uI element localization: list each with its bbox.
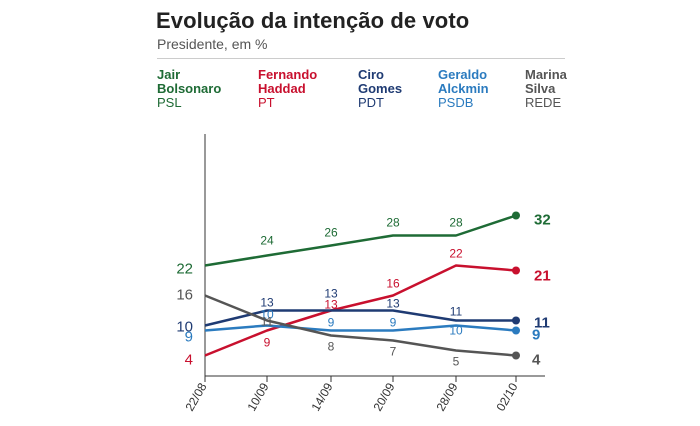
data-label: 21 — [534, 267, 551, 284]
data-label: 9 — [264, 336, 271, 350]
series-end-dot — [512, 326, 520, 335]
x-tick-label: 02/10 — [493, 380, 520, 413]
series-line — [204, 324, 517, 332]
legend-party: REDE — [525, 95, 562, 110]
data-label: 13 — [386, 297, 400, 311]
data-label: 28 — [386, 216, 400, 230]
legend: Jair Bolsonaro PSL Fernando Haddad PT Ci… — [0, 68, 700, 116]
data-label: 22 — [176, 260, 193, 277]
legend-item-haddad: Fernando Haddad PT — [258, 68, 317, 110]
data-label: 11 — [534, 314, 550, 331]
data-label: 16 — [176, 286, 193, 303]
data-label: 9 — [328, 316, 335, 330]
x-tick-label: 14/09 — [308, 380, 335, 413]
legend-name-line2: Haddad — [258, 81, 306, 96]
legend-name-line1: Marina — [525, 67, 567, 82]
data-label: 22 — [449, 247, 463, 261]
series-end-dot — [512, 266, 520, 275]
chart-title: Evolução da intenção de voto — [156, 8, 470, 33]
data-label: 10 — [176, 318, 193, 335]
data-label: 13 — [324, 298, 338, 312]
legend-party: PSL — [157, 95, 182, 110]
x-tick-label: 22/08 — [182, 380, 209, 413]
series-end-dot — [512, 351, 520, 360]
series-end-dot — [512, 316, 520, 325]
series-line — [204, 214, 517, 267]
legend-item-ciro: Ciro Gomes PDT — [358, 68, 402, 110]
series-line — [204, 264, 517, 357]
data-label: 5 — [453, 355, 460, 369]
data-label: 4 — [532, 351, 541, 368]
legend-name-line2: Alckmin — [438, 81, 489, 96]
legend-name-line2: Bolsonaro — [157, 81, 222, 96]
data-label: 10 — [449, 324, 463, 338]
legend-party: PT — [258, 95, 275, 110]
legend-item-bolsonaro: Jair Bolsonaro PSL — [157, 68, 221, 110]
data-label: 9 — [185, 328, 193, 345]
data-label: 13 — [260, 296, 274, 310]
legend-party: PSDB — [438, 95, 474, 110]
series-line — [204, 294, 517, 357]
series-line — [204, 309, 516, 327]
legend-item-marina: Marina Silva REDE — [525, 68, 567, 110]
data-label: 26 — [324, 226, 338, 240]
data-label: 11 — [450, 305, 463, 319]
legend-party: PDT — [358, 95, 384, 110]
legend-name-line1: Ciro — [358, 67, 384, 82]
series-end-dot — [512, 211, 520, 220]
data-label: 32 — [534, 211, 551, 228]
x-tick-label: 10/09 — [244, 380, 271, 413]
data-label: 9 — [532, 326, 540, 343]
legend-name-line2: Silva — [525, 81, 556, 96]
x-tick-label: 28/09 — [433, 380, 460, 413]
legend-item-alckmin: Geraldo Alckmin PSDB — [438, 68, 489, 110]
data-label: 13 — [324, 287, 338, 301]
data-label: 9 — [390, 316, 397, 330]
title-divider — [157, 58, 565, 59]
legend-name-line2: Gomes — [358, 81, 403, 96]
data-label: 16 — [386, 277, 400, 291]
data-label: 7 — [390, 345, 397, 359]
data-label: 4 — [185, 351, 193, 368]
data-label: 11 — [261, 315, 274, 329]
legend-name-line1: Fernando — [258, 67, 318, 82]
data-label: 24 — [260, 234, 274, 248]
legend-name-line1: Jair — [157, 67, 181, 82]
x-tick-label: 20/09 — [370, 380, 397, 413]
chart-subtitle: Presidente, em % — [157, 36, 268, 52]
data-label: 8 — [328, 340, 335, 354]
data-label: 28 — [449, 216, 463, 230]
legend-name-line1: Geraldo — [438, 67, 488, 82]
